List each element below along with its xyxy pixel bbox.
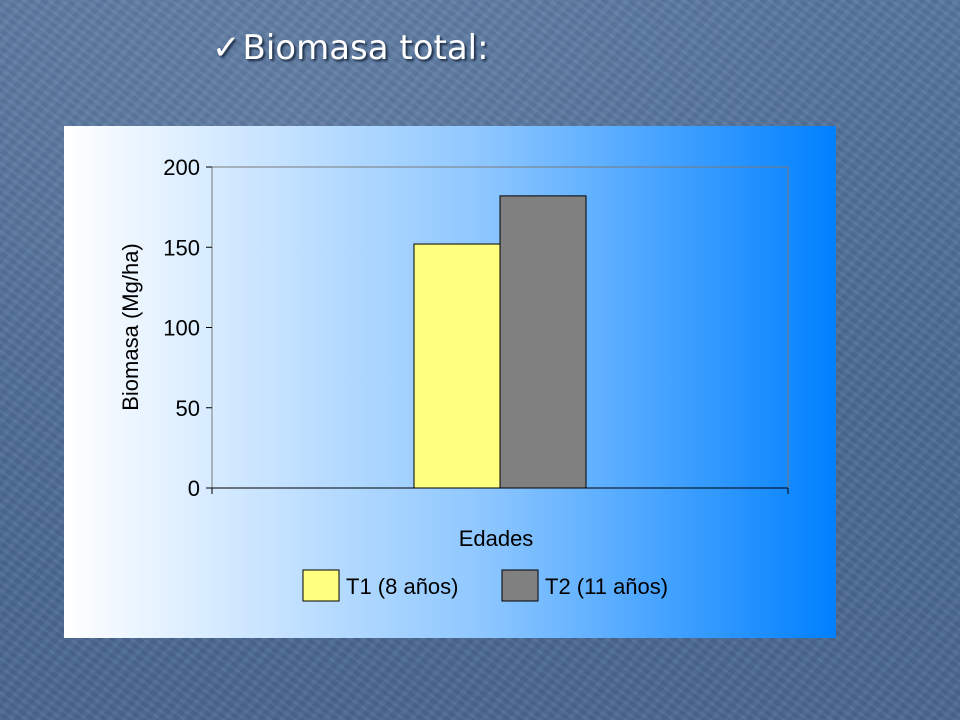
bar-1 <box>413 243 501 489</box>
legend-swatch-2 <box>501 569 539 602</box>
y-tick-label: 100 <box>163 316 200 341</box>
slide-title: ✓Biomasa total: <box>212 28 489 68</box>
y-tick-label: 150 <box>163 235 200 260</box>
y-tick-label: 0 <box>188 476 200 501</box>
legend-swatch-1 <box>302 569 340 602</box>
x-axis-title: Edades <box>459 526 534 551</box>
y-tick-label: 50 <box>176 396 200 421</box>
legend-label-2: T2 (11 años) <box>545 574 668 599</box>
slide-title-text: Biomasa total: <box>242 28 489 68</box>
y-axis-title: Biomasa (Mg/ha) <box>118 243 143 411</box>
y-tick-label: 200 <box>163 155 200 180</box>
checkmark-icon: ✓ <box>212 28 241 68</box>
legend-label-1: T1 (8 años) <box>346 574 459 599</box>
bar-2 <box>499 195 587 489</box>
legend: T1 (8 años) T2 (11 años) <box>302 569 668 602</box>
